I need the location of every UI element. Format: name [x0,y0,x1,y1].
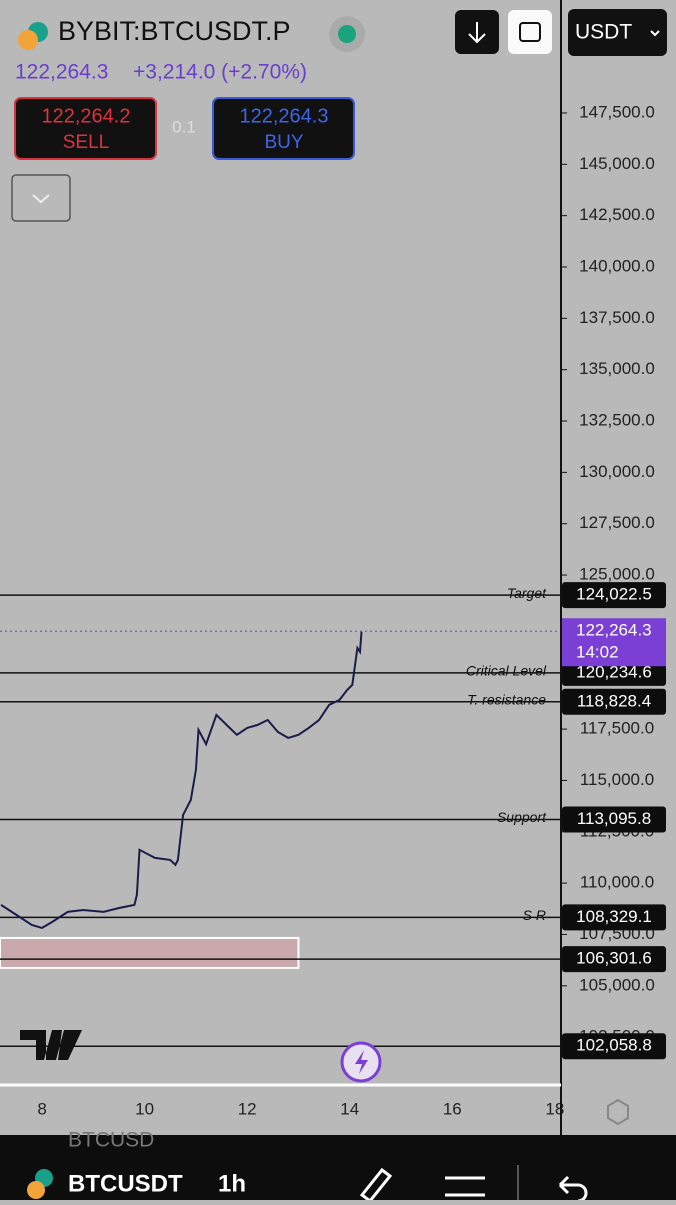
level-name: Critical Level [466,663,547,679]
buy-price: 122,264.3 [240,105,329,127]
expand-button[interactable] [11,174,71,222]
x-tick-label: 12 [238,1099,257,1118]
level-name: S R [523,907,546,923]
y-tick-label: 142,500.0 [579,205,655,224]
level-label: 120,234.6 [576,662,652,681]
icon [18,30,38,50]
price-box [562,618,666,667]
x-tick-label: 10 [135,1099,154,1118]
y-tick-label: 135,000.0 [579,359,655,378]
y-tick-label: 140,000.0 [579,256,655,275]
x-tick-label: 16 [443,1099,462,1118]
y-tick-label: 105,000.0 [579,975,655,994]
draw-icon[interactable] [359,1167,393,1204]
last-price: 122,264.3 [15,61,108,84]
icon [32,194,50,204]
price-time: 14:02 [576,643,619,662]
zone [0,936,300,969]
y-tick-label: 137,500.0 [579,308,655,327]
level-label: 106,301.6 [576,949,652,968]
y-tick-label: 115,000.0 [580,770,654,789]
indicator-icon[interactable] [445,1176,485,1197]
level-name: T. resistance [467,692,546,708]
buy-label: BUY [264,132,303,153]
status-dot [338,25,356,43]
change: +3,214.0 (+2.70%) [133,61,307,84]
level-name: Support [497,809,547,825]
x-tick-label: 18 [545,1099,564,1118]
currency: USDT [575,21,632,44]
price-line-series [0,631,363,929]
sell-price: 122,264.2 [42,105,131,127]
y-tick-label: 127,500.0 [579,513,655,532]
y-tick-label: 125,000.0 [579,565,655,584]
level-label: 118,828.4 [577,691,651,710]
level-label-box [562,806,666,833]
x-tick-label: 14 [340,1099,359,1118]
y-tick-label: 132,500.0 [579,411,655,430]
y-tick-label: 117,500.0 [580,719,654,738]
level-label-box [562,582,666,609]
level-label-box [562,946,666,973]
level-name: Target [507,585,547,601]
icon [355,1050,368,1074]
level-label-box [562,904,666,931]
level-label: 102,058.8 [576,1036,652,1055]
icon [27,1181,45,1199]
level-label-box [562,1033,666,1060]
y-tick-label: 130,000.0 [579,462,655,481]
y-tick-label: 147,500.0 [579,102,655,121]
icon [650,30,660,37]
interval[interactable]: 1h [218,1170,246,1197]
tv-logo [20,1030,82,1060]
icon [519,22,541,42]
symbol: BYBIT:BTCUSDT.P [58,16,291,46]
icon [468,22,486,44]
settings-icon[interactable] [607,1098,629,1126]
level-label: 124,022.5 [576,585,652,604]
buy-button[interactable] [212,97,355,160]
y-tick-label: 145,000.0 [579,154,655,173]
sell-button[interactable] [14,97,157,160]
footer-symbol[interactable]: BTCUSDT [68,1170,183,1197]
currency-select[interactable] [568,9,667,56]
y-tick-label: 110,000.0 [580,873,654,892]
sell-label: SELL [63,132,109,153]
price-label: 122,264.3 [576,621,652,640]
fullscreen-button[interactable] [508,10,552,54]
level-label: 108,329.1 [576,907,652,926]
ghost-symbol: BTCUSD [68,1129,154,1152]
level-label-box [562,659,666,686]
level-label-box [562,688,666,715]
level-label: 113,095.8 [577,809,651,828]
spread: 0.1 [172,117,196,136]
x-tick-label: 8 [37,1099,46,1118]
